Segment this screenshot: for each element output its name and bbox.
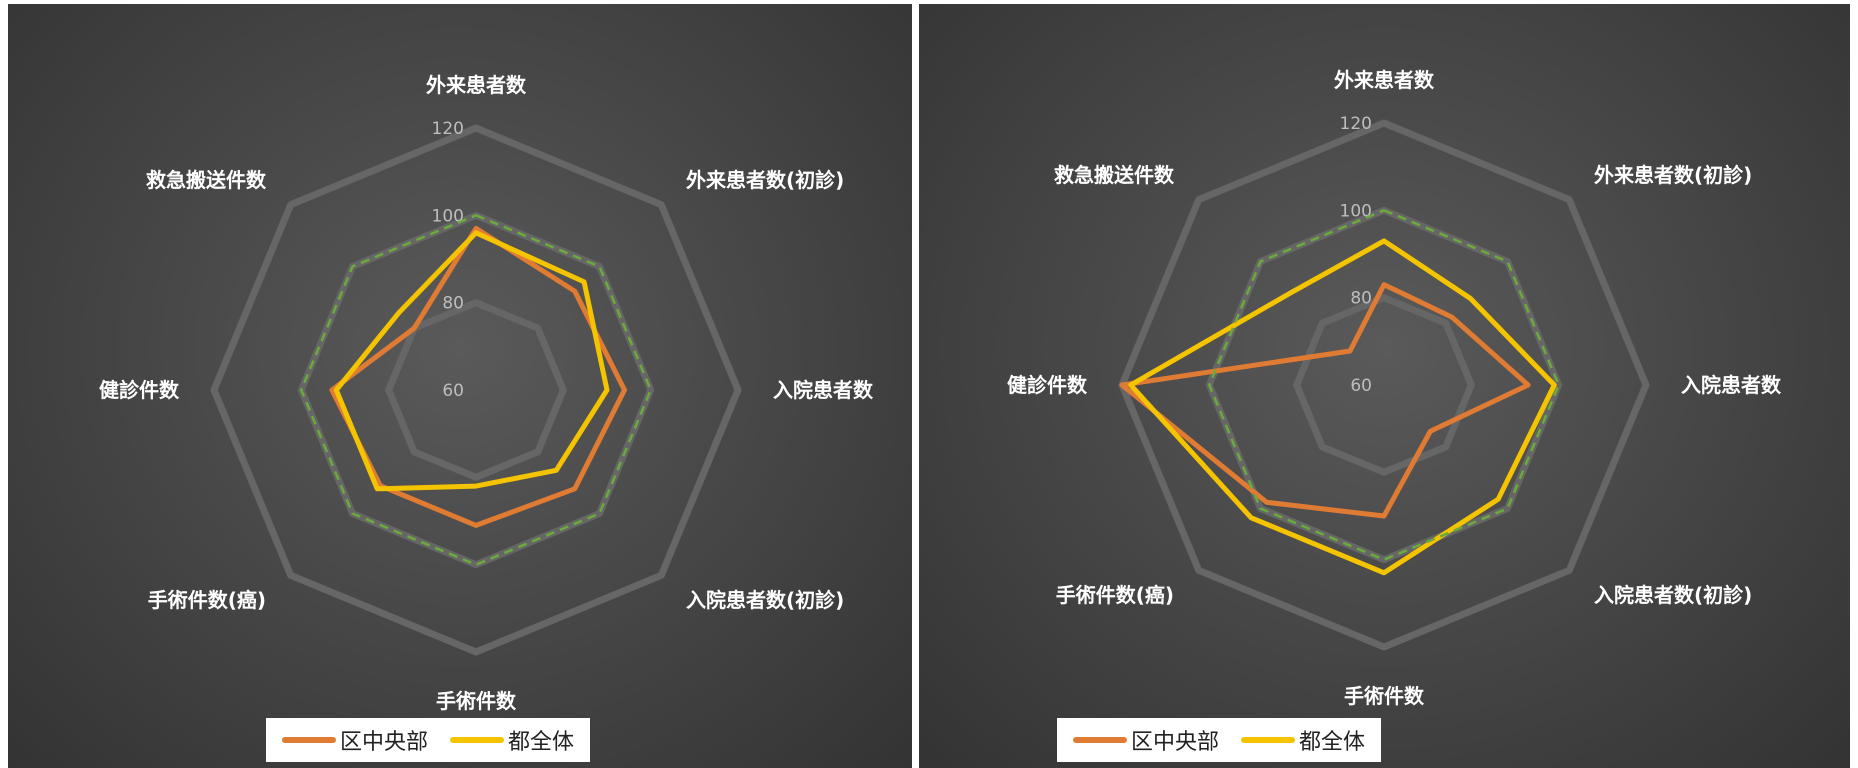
axis-label-4: 入院患者数(初診) bbox=[686, 588, 844, 612]
tick-label-100: 100 bbox=[1340, 201, 1372, 221]
tick-label-100: 100 bbox=[432, 206, 464, 226]
legend-item-series-1: 区中央部 bbox=[1073, 724, 1219, 756]
axis-label-7: 健診件数 bbox=[99, 378, 180, 402]
axis-label-8: 救急搬送件数 bbox=[1054, 163, 1175, 187]
legend-swatch-series-1 bbox=[282, 737, 336, 743]
axis-label-5: 手術件数 bbox=[1344, 684, 1425, 708]
axis-label-3: 入院患者数 bbox=[773, 378, 874, 402]
tick-label-120: 120 bbox=[1340, 114, 1372, 134]
axis-label-4: 入院患者数(初診) bbox=[1594, 583, 1752, 607]
series-line-1 bbox=[1119, 282, 1531, 519]
axis-label-7: 健診件数 bbox=[1007, 373, 1088, 397]
legend-item-series-1: 区中央部 bbox=[282, 724, 428, 756]
legend-swatch-series-1 bbox=[1073, 737, 1127, 743]
axis-label-6: 手術件数(癌) bbox=[1056, 583, 1174, 607]
gridline-120 bbox=[1118, 119, 1650, 651]
axis-label-3: 入院患者数 bbox=[1681, 373, 1782, 397]
series-line-2 bbox=[333, 230, 610, 492]
tick-label-80: 80 bbox=[1350, 289, 1372, 309]
tick-label-120: 120 bbox=[432, 119, 464, 139]
axis-label-5: 手術件数 bbox=[436, 689, 517, 713]
axis-label-2: 外来患者数(初診) bbox=[686, 168, 844, 192]
legend-label-series-1: 区中央部 bbox=[1131, 730, 1220, 755]
reference-line-100 bbox=[1208, 209, 1560, 561]
radar-chart-right: 60 80 100 120 外来患者数外来患者数(初診) 入院患者数入院患者数(初診) 手術… bbox=[919, 4, 1850, 768]
gridline-80 bbox=[1293, 294, 1475, 476]
gridline-100 bbox=[297, 211, 655, 569]
axis-label-1: 外来患者数 bbox=[426, 73, 527, 97]
gridline-100 bbox=[1205, 206, 1563, 564]
legend-left: 区中央部 都全体 bbox=[266, 718, 591, 762]
tick-label-60: 60 bbox=[1350, 376, 1372, 396]
legend-label-series-2: 都全体 bbox=[508, 730, 575, 755]
legend-label-series-2: 都全体 bbox=[1299, 730, 1366, 755]
legend-swatch-series-2 bbox=[1241, 737, 1296, 743]
axis-label-2: 外来患者数(初診) bbox=[1594, 163, 1752, 187]
axis-label-6: 手術件数(癌) bbox=[148, 588, 266, 612]
radar-chart-left: 60 80 100 120 外来患者数外来患者数(初診) 入院患者数入院患者数(初診) 手術… bbox=[8, 4, 912, 768]
tick-label-60: 60 bbox=[442, 381, 464, 401]
legend-right: 区中央部 都全体 bbox=[1057, 718, 1382, 762]
gridline-80 bbox=[385, 299, 567, 481]
legend-item-series-2: 都全体 bbox=[1241, 724, 1365, 756]
axis-label-8: 救急搬送件数 bbox=[146, 168, 267, 192]
legend-label-series-1: 区中央部 bbox=[340, 730, 429, 755]
gridline-120 bbox=[210, 124, 742, 656]
series-line-2 bbox=[1128, 238, 1557, 576]
legend-swatch-series-2 bbox=[450, 737, 505, 743]
tick-label-80: 80 bbox=[442, 294, 464, 314]
axis-label-1: 外来患者数 bbox=[1334, 68, 1435, 92]
reference-line-100 bbox=[300, 214, 652, 566]
legend-item-series-2: 都全体 bbox=[450, 724, 574, 756]
